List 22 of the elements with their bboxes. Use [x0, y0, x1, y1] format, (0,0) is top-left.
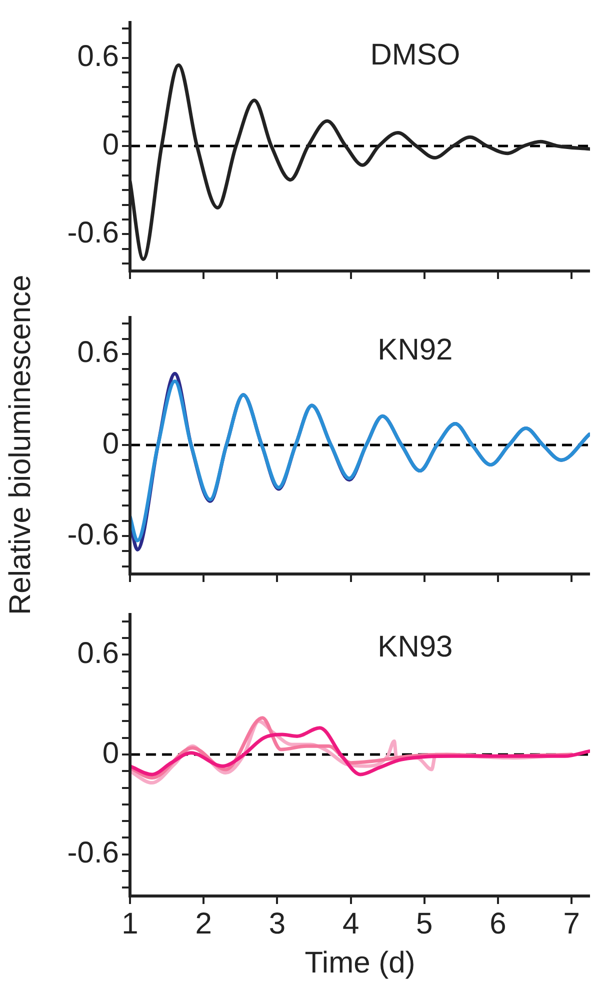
y-tick-label: -0.6 [67, 518, 119, 552]
text: KN93 [378, 630, 453, 664]
y-tick-label: 0 [102, 736, 119, 770]
x-tick-label: 3 [268, 907, 286, 940]
x-axis-title: Time (d) [304, 946, 416, 980]
text: KN92 [378, 333, 453, 366]
x-tick-label: 4 [342, 907, 360, 940]
x-tick-label: 5 [416, 907, 433, 940]
y-tick-label: 0 [102, 128, 119, 162]
y-tick-label: 0 [102, 427, 119, 460]
x-tick-label: 6 [490, 907, 506, 940]
x-tick-label: 2 [195, 907, 212, 940]
y-tick-label: -0.6 [67, 836, 119, 870]
y-tick-label: -0.6 [67, 216, 119, 250]
y-tick-label: 0.6 [77, 336, 119, 370]
x-tick-label: 7 [563, 907, 580, 940]
x-tick-label: 1 [122, 907, 138, 940]
text: DMSO [370, 38, 460, 72]
line-series [130, 726, 590, 776]
y-axis-title: Relative bioluminescence [4, 274, 38, 615]
y-tick-label: 0.6 [77, 636, 119, 670]
y-tick-label: 0.6 [77, 40, 119, 74]
